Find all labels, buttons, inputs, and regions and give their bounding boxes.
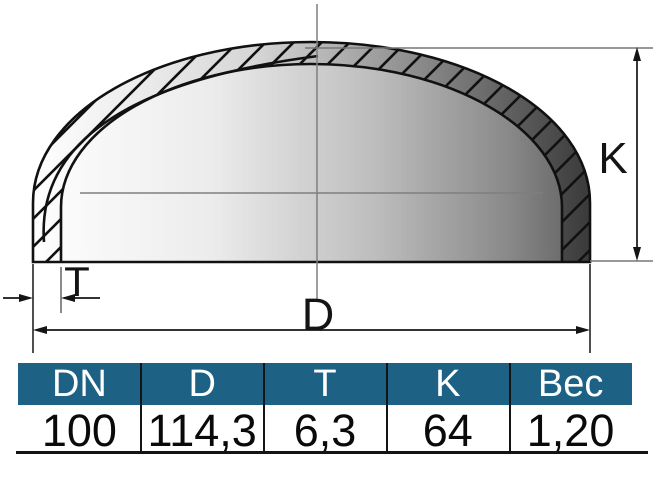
table-column-separator [140,363,142,454]
value-cell-t: 6,3 [293,404,357,456]
dome-silhouette-edge [42,54,319,243]
dimensions-table: DN D T K Bec 100 114,3 6,3 64 1,20 [18,363,632,456]
dimension-label-diameter: D [301,289,335,340]
value-cell-bec: 1,20 [526,404,615,456]
header-cell-dn: DN [51,363,107,405]
table-column-separator [263,363,265,454]
header-cell-bec: Bec [537,363,604,405]
dimension-label-crown-height: K [598,134,628,183]
dimension-label-thickness: T [64,258,90,305]
table-value-row: 100 114,3 6,3 64 1,20 [18,404,632,456]
cap-body [33,42,590,262]
dimension-T [3,264,100,353]
value-cell-k: 64 [422,404,473,456]
dimension-D [33,264,591,353]
value-cell-d: 114,3 [147,404,257,456]
header-cell-k: K [435,363,461,405]
table-bottom-rule [16,451,648,454]
dimension-K [305,47,653,262]
table-row-gap [18,405,632,408]
header-cell-t: T [313,363,337,405]
header-cell-d: D [188,363,216,405]
value-cell-dn: 100 [41,404,117,456]
cap-section-drawing [3,4,653,353]
table-header-row: DN D T K Bec [18,363,632,405]
table-column-separator [509,363,511,454]
table-column-separator [386,363,388,454]
wall-section-hatching [31,40,592,264]
